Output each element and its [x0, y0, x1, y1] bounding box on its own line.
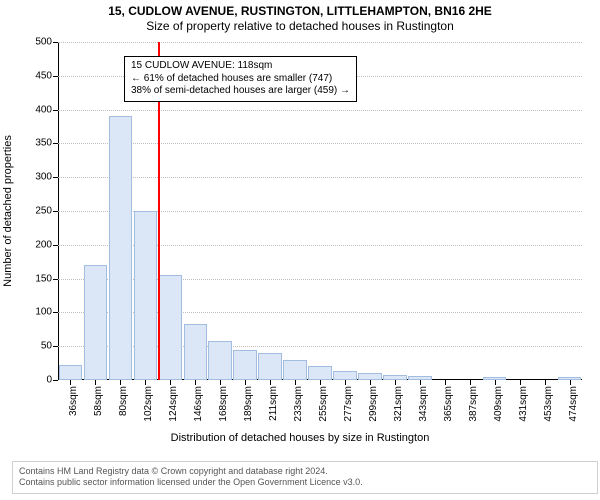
- x-tick-mark: [70, 380, 71, 385]
- chart-title-main: 15, CUDLOW AVENUE, RUSTINGTON, LITTLEHAM…: [0, 4, 600, 19]
- x-tick-mark: [295, 380, 296, 385]
- x-tick-label: 299sqm: [368, 386, 379, 422]
- x-tick-label: 277sqm: [343, 386, 354, 422]
- x-tick-mark: [545, 380, 546, 385]
- x-tick-label: 474sqm: [568, 386, 579, 422]
- x-tick-label: 255sqm: [318, 386, 329, 422]
- x-tick-label: 124sqm: [168, 386, 179, 422]
- y-tick-label: 150: [35, 273, 58, 284]
- x-tick-mark: [195, 380, 196, 385]
- y-tick-label: 250: [35, 206, 58, 217]
- x-tick-mark: [420, 380, 421, 385]
- histogram-bar: [184, 324, 207, 380]
- histogram-bar: [59, 365, 82, 380]
- y-tick-label: 300: [35, 172, 58, 183]
- x-tick-label: 80sqm: [118, 386, 129, 416]
- chart-titles: 15, CUDLOW AVENUE, RUSTINGTON, LITTLEHAM…: [0, 0, 600, 34]
- property-annotation: 15 CUDLOW AVENUE: 118sqm← 61% of detache…: [124, 56, 357, 102]
- x-tick-mark: [470, 380, 471, 385]
- x-tick-label: 146sqm: [193, 386, 204, 422]
- histogram-bar: [358, 373, 381, 380]
- x-tick-mark: [520, 380, 521, 385]
- annotation-line: ← 61% of detached houses are smaller (74…: [131, 73, 350, 86]
- y-axis-label: Number of detached properties: [2, 135, 14, 287]
- x-tick-label: 233sqm: [293, 386, 304, 422]
- histogram-bar: [134, 211, 157, 380]
- histogram-bar: [159, 275, 182, 380]
- y-tick-label: 200: [35, 239, 58, 250]
- x-tick-mark: [320, 380, 321, 385]
- x-tick-label: 365sqm: [443, 386, 454, 422]
- x-tick-mark: [95, 380, 96, 385]
- footer-line: Contains HM Land Registry data © Crown c…: [19, 466, 591, 478]
- x-tick-mark: [345, 380, 346, 385]
- x-tick-mark: [370, 380, 371, 385]
- chart-plot-area: 05010015020025030035040045050036sqm58sqm…: [58, 42, 582, 380]
- x-tick-label: 211sqm: [268, 386, 279, 421]
- x-tick-mark: [120, 380, 121, 385]
- x-axis-label: Distribution of detached houses by size …: [0, 432, 600, 444]
- x-tick-mark: [270, 380, 271, 385]
- histogram-bar: [308, 366, 331, 380]
- annotation-line: 38% of semi-detached houses are larger (…: [131, 85, 350, 98]
- x-tick-mark: [170, 380, 171, 385]
- x-tick-label: 387sqm: [468, 386, 479, 422]
- x-tick-label: 343sqm: [418, 386, 429, 422]
- x-tick-label: 321sqm: [393, 386, 404, 422]
- x-tick-label: 36sqm: [68, 386, 79, 416]
- grid-line: [58, 42, 582, 43]
- x-tick-label: 58sqm: [93, 386, 104, 416]
- x-tick-mark: [445, 380, 446, 385]
- y-tick-label: 400: [35, 104, 58, 115]
- chart-title-sub: Size of property relative to detached ho…: [0, 19, 600, 34]
- x-tick-label: 453sqm: [543, 386, 554, 422]
- x-tick-label: 431sqm: [518, 386, 529, 422]
- x-tick-label: 409sqm: [493, 386, 504, 422]
- histogram-bar: [233, 350, 256, 380]
- x-tick-mark: [245, 380, 246, 385]
- x-tick-label: 102sqm: [143, 386, 154, 422]
- y-tick-label: 50: [41, 341, 58, 352]
- histogram-bar: [333, 371, 356, 380]
- x-tick-mark: [395, 380, 396, 385]
- y-tick-label: 0: [46, 375, 58, 386]
- annotation-line: 15 CUDLOW AVENUE: 118sqm: [131, 60, 350, 73]
- x-tick-label: 189sqm: [243, 386, 254, 422]
- histogram-bar: [109, 116, 132, 380]
- x-tick-mark: [570, 380, 571, 385]
- grid-line: [58, 110, 582, 111]
- histogram-bar: [208, 341, 231, 380]
- grid-line: [58, 177, 582, 178]
- grid-line: [58, 143, 582, 144]
- attribution-footer: Contains HM Land Registry data © Crown c…: [12, 461, 598, 494]
- y-tick-label: 500: [35, 37, 58, 48]
- y-tick-label: 100: [35, 307, 58, 318]
- footer-line: Contains public sector information licen…: [19, 477, 591, 489]
- histogram-bar: [283, 360, 306, 380]
- x-tick-label: 168sqm: [218, 386, 229, 422]
- y-tick-label: 450: [35, 70, 58, 81]
- histogram-bar: [258, 353, 281, 380]
- y-tick-label: 350: [35, 138, 58, 149]
- x-tick-mark: [220, 380, 221, 385]
- x-tick-mark: [495, 380, 496, 385]
- x-tick-mark: [145, 380, 146, 385]
- histogram-bar: [84, 265, 107, 380]
